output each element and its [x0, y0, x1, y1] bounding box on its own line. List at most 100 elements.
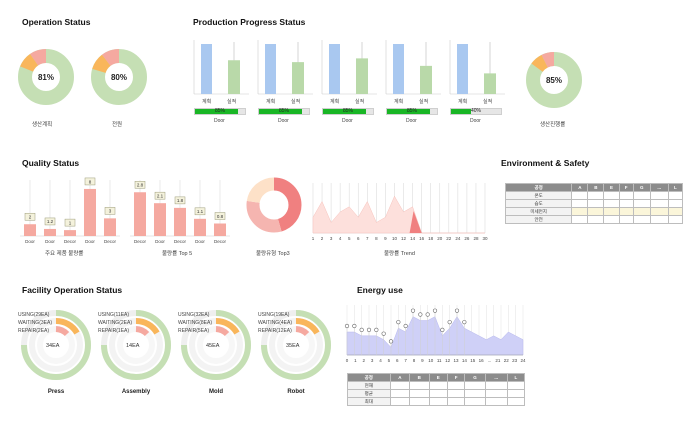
tick-label: 14 — [462, 358, 468, 363]
operation-status-title: Operation Status — [22, 17, 91, 27]
table-cell — [464, 397, 486, 406]
data-point — [432, 308, 438, 313]
table-cell — [409, 381, 430, 390]
waiting-count: WAITING(4EA) — [258, 320, 292, 326]
table-row: 안전 — [504, 215, 684, 224]
quality-status-title: Quality Status — [22, 158, 80, 168]
trend-area — [312, 195, 485, 234]
plan-bar — [393, 44, 404, 94]
bar — [84, 188, 96, 236]
data-label: 0.8 — [217, 214, 224, 219]
table-header-cell: 공정 — [347, 373, 391, 382]
table-cell — [667, 215, 684, 224]
production-group: 계획 실적 85% Door — [257, 40, 318, 130]
repair-count: REPAIR(2EA) — [18, 328, 50, 334]
gauge-rings — [21, 310, 91, 380]
progress-bar: 85% — [194, 108, 246, 115]
tick-label: 18 — [428, 236, 434, 241]
bar — [174, 207, 186, 236]
bar — [44, 228, 56, 236]
repair-ring — [215, 326, 230, 337]
tick-label: 13 — [453, 358, 459, 363]
tick-label: 20 — [437, 236, 443, 241]
operation-donut-2: 80% — [91, 49, 147, 105]
table-cell — [649, 191, 669, 200]
waiting-count: WAITING(8EA) — [178, 320, 212, 326]
machine-name: Assembly — [121, 389, 151, 395]
actual-label: 실적 — [419, 99, 429, 105]
group-name: Door — [342, 118, 353, 124]
tick-label: 5 — [388, 358, 391, 363]
table-cell — [446, 381, 466, 390]
tick-label: 3 — [371, 358, 374, 363]
data-point — [366, 327, 372, 332]
table-header-cell: B — [409, 373, 430, 382]
quality-trend-caption: 불량률 Trend — [384, 251, 415, 257]
data-label: 1 — [69, 220, 72, 225]
data-point — [447, 320, 452, 325]
quality-bar-chart-1: 2 Door 1.2 Door 1 Decor 8 Door 3 Decor — [20, 177, 120, 244]
production-summary-label: 생산진행률 — [540, 122, 566, 128]
actual-bar — [420, 65, 432, 94]
table-row: 온도 — [504, 191, 684, 200]
table-row: 현재 — [347, 381, 526, 390]
production-bars — [385, 40, 441, 95]
data-point — [454, 308, 460, 313]
table-cell — [571, 199, 589, 208]
table-cell — [618, 215, 634, 224]
table-cell — [464, 381, 486, 390]
waiting-ring — [215, 317, 240, 335]
tick-label: 12 — [401, 236, 407, 241]
tick-label: 28 — [473, 236, 479, 241]
progress-fill — [259, 109, 302, 114]
production-summary-value: 85% — [546, 76, 562, 85]
environment-safety-title: Environment & Safety — [501, 158, 590, 168]
data-point — [381, 331, 386, 336]
facility-gauge: USING(19EA) WAITING(4EA) REPAIR(12EA) 35EA R… — [256, 303, 336, 398]
table-row: 평균 — [347, 389, 526, 398]
using-ring — [261, 310, 331, 380]
operation-donut-1-label: 생산계획 — [32, 122, 53, 128]
tick-label: 5 — [348, 236, 351, 241]
data-point — [425, 312, 430, 317]
progress-text: 85% — [214, 108, 225, 114]
table-cell — [409, 389, 430, 398]
actual-label: 실적 — [355, 99, 365, 105]
using-count: USING(32EA) — [178, 312, 210, 318]
trend-spike — [409, 211, 422, 233]
table-cell — [649, 215, 669, 224]
operation-donut-1-value: 81% — [38, 73, 54, 82]
group-name: Door — [406, 118, 417, 124]
category-label: Decor — [174, 239, 187, 244]
tick-label: 16 — [479, 358, 485, 363]
energy-table: 공정 A B E F G... L 현재 평균 최대 — [347, 373, 526, 406]
facility-status-title: Facility Operation Status — [22, 285, 123, 295]
tick-label: 9 — [384, 236, 387, 241]
group-name: Door — [278, 118, 289, 124]
data-point — [440, 327, 445, 332]
using-ring — [181, 310, 251, 380]
data-point — [462, 320, 467, 325]
tick-label: 14 — [410, 236, 416, 241]
quality-donut-caption: 불량유형 Top3 — [256, 251, 290, 257]
data-point — [410, 308, 416, 313]
bar — [194, 218, 206, 236]
table-cell — [389, 381, 411, 390]
table-row: 습도 — [504, 199, 684, 208]
data-point — [374, 327, 379, 332]
data-label-box — [84, 177, 96, 186]
waiting-ring — [295, 317, 320, 335]
repair-ring — [55, 326, 70, 337]
actual-label: 실적 — [483, 99, 493, 105]
tick-label: 12 — [445, 358, 451, 363]
group-name: Door — [470, 118, 481, 124]
using-count: USING(19EA) — [258, 312, 290, 318]
quality-bar-chart-2: 2.8 Decor 2.1 Door 1.8 Decor 1.1 Door 0.8 Decor — [130, 180, 230, 244]
energy-use-title: Energy use — [357, 285, 403, 295]
machine-name: Press — [47, 389, 65, 395]
bar — [64, 230, 76, 236]
tick-label: 7 — [404, 358, 407, 363]
tick-label: 30 — [482, 236, 488, 241]
tick-label: 15 — [470, 358, 476, 363]
progress-fill — [323, 109, 366, 114]
